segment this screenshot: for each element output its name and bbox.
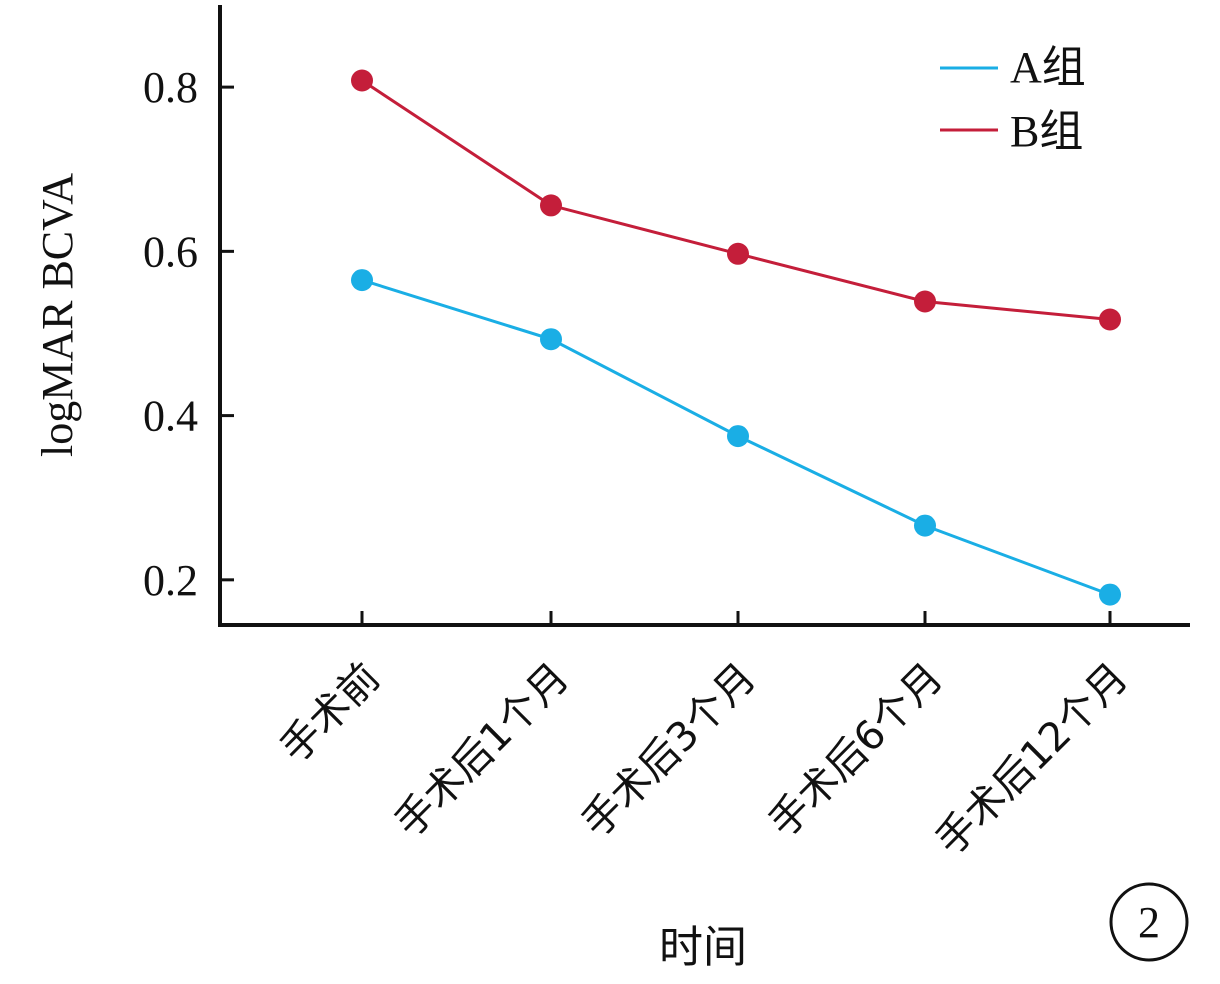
badge-number: 2 (1138, 898, 1160, 947)
x-tick-label: 手术前 (272, 655, 389, 772)
x-tick-label: 手术后6个月 (760, 655, 952, 847)
y-tick-label: 0.6 (143, 227, 198, 276)
y-tick-label: 0.4 (143, 392, 198, 441)
data-point-b (351, 69, 373, 92)
x-tick-label: 手术后3个月 (573, 655, 765, 847)
y-ticks: 0.2 0.4 0.6 0.8 (143, 63, 234, 605)
legend: A组 B组 (940, 43, 1086, 156)
axes (218, 5, 1190, 627)
figure-badge: 2 (1109, 882, 1189, 962)
y-tick-label: 0.2 (143, 556, 198, 605)
data-point-b (727, 242, 749, 265)
y-tick-label: 0.8 (143, 63, 198, 112)
x-tick-label: 手术后1个月 (386, 655, 578, 847)
data-point-a (914, 514, 936, 537)
legend-label-a: A组 (1010, 43, 1086, 92)
data-point-b (914, 290, 936, 313)
data-point-b (1099, 308, 1121, 331)
data-point-a (540, 328, 562, 351)
series-line-b (361, 79, 1111, 321)
x-axis-title: 时间 (659, 922, 747, 973)
data-point-a (351, 269, 373, 292)
y-axis-title: logMAR BCVA (33, 173, 82, 457)
data-point-b (540, 194, 562, 217)
badge-circle (1109, 882, 1189, 962)
legend-label-b: B组 (1010, 107, 1083, 156)
series-layer (351, 69, 1121, 606)
x-tick-label: 手术后12个月 (927, 655, 1137, 865)
data-point-a (727, 425, 749, 448)
data-point-a (1099, 583, 1121, 606)
